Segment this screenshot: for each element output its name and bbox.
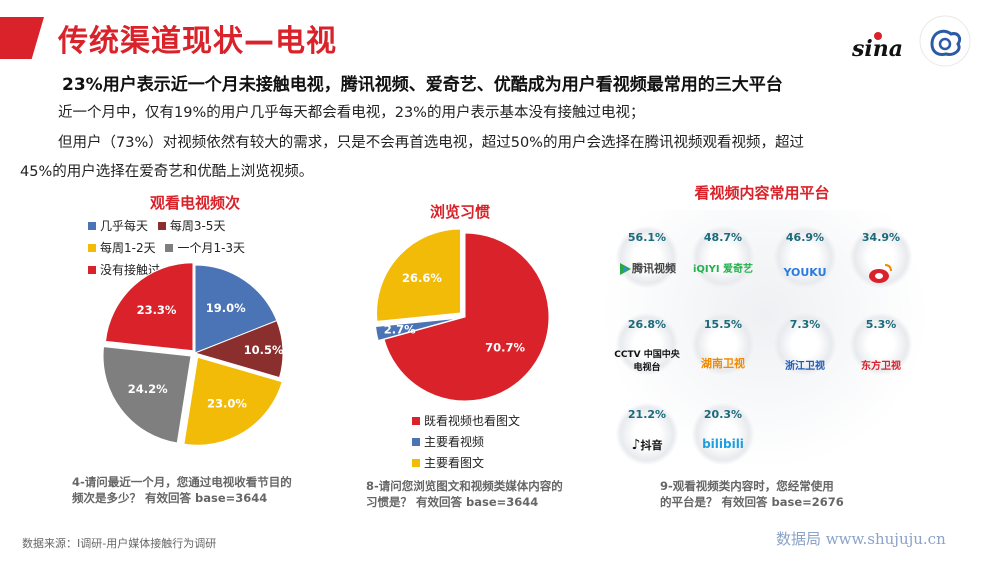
weibo-logo-icon [919,15,971,67]
platform-percent: 15.5% [703,318,743,331]
weibo-icon [869,264,892,283]
platform-logo-text: 抖音 [640,439,663,452]
platform-weibo: 34.9% [846,226,916,306]
hunan-tv-logo-icon: 湖南卫视 [701,357,745,370]
chart2-legend-item: 主要看视频 [412,433,520,450]
pie1-slice [102,346,192,444]
chart2-legend-item: 既看视频也看图文 [412,412,520,429]
platform-percent: 20.3% [703,408,743,421]
paragraph-3: 45%的用户选择在爱奇艺和优酷上浏览视频。 [20,164,314,180]
chart2-pie: 70.7% 2.7% 26.6% [374,228,550,402]
chart2-legend-label: 主要看视频 [424,435,485,449]
chart1-legend-label: 几乎每天 [100,219,149,233]
chart1-legend-label: 没有接触过 [100,263,161,277]
chart3-note-line: 的平台是？ 有效回答 base=2676 [660,495,844,509]
data-source: 数据来源：I调研-用户媒体接触行为调研 [22,537,217,550]
chart2-note-line: 8-请问您浏览图文和视频类媒体内容的 [366,479,563,493]
platform-percent: 46.9% [785,231,825,244]
chart2-note: 8-请问您浏览图文和视频类媒体内容的 习惯是？ 有效回答 base=3644 [366,478,563,510]
chart1-legend-item: 没有接触过 [88,261,160,278]
chart1-legend-item: 几乎每天 [88,217,148,234]
pie2-slice [376,228,462,322]
chart1-legend: 几乎每天 每周3-5天 每周1-2天 一个月1-3天 没有接触过 [88,217,288,283]
chart2-legend-label: 主要看图文 [424,456,485,470]
platform-cctv: 26.8% CCTV 中国中央电视台 [612,313,682,393]
chart1-legend-item: 一个月1-3天 [165,239,245,256]
chart1-note: 4-请问最近一个月，您通过电视收看节目的 频次是多少？ 有效回答 base=36… [72,474,292,506]
pie2-data-label: 70.7% [485,341,525,355]
watermark: 数据局 www.shujuju.cn [776,530,946,548]
platform-logo-text: 腾讯视频 [632,262,676,275]
dragon-tv-logo-icon: 东方卫视 [861,361,901,372]
subtitle: 23%用户表示近一个月未接触电视，腾讯视频、爱奇艺、优酷成为用户看视频最常用的三… [62,75,783,95]
paragraph-2: 但用户（73%）对视频依然有较大的需求，只是不会再首选电视，超过50%的用户会选… [58,135,804,151]
platform-tencent-video: 56.1% 腾讯视频 [612,226,682,306]
platform-percent: 7.3% [789,318,821,331]
sina-logo: sina [851,32,903,62]
pie1-data-label: 19.0% [206,301,246,315]
pie1-slice [104,262,194,352]
platform-bilibili: 20.3% bilibili [688,403,758,483]
chart1-legend-item: 每周1-2天 [88,239,156,256]
pie1-data-label: 10.5% [244,343,284,357]
bilibili-logo-icon: bilibili [702,437,744,451]
platform-iqiyi: 48.7% iQIYI 爱奇艺 [688,226,758,306]
cctv-logo-icon: CCTV 中国中央电视台 [614,350,680,373]
platform-percent: 48.7% [703,231,743,244]
chart3-note: 9-观看视频类内容时，您经常使用 的平台是？ 有效回答 base=2676 [660,478,844,510]
chart2-title: 浏览习惯 [429,203,490,221]
youku-logo-icon: YOUKU [783,266,827,279]
chart3-note-line: 9-观看视频类内容时，您经常使用 [660,479,834,493]
pie1-data-label: 24.2% [128,382,168,396]
pie1-slice [193,319,284,379]
chart1-legend-label: 每周3-5天 [169,219,226,233]
paragraph-1: 近一个月中，仅有19%的用户几乎每天都会看电视，23%的用户表示基本没有接触过电… [58,105,645,121]
platform-zhejiang-tv: 7.3% 浙江卫视 [770,313,840,393]
chart1-pie: 19.0% 10.5% 23.0% 24.2% 23.3% [102,262,284,446]
platform-percent: 26.8% [627,318,667,331]
pie1-slice [183,356,283,446]
chart1-legend-label: 一个月1-3天 [177,241,246,255]
pie1-data-label: 23.3% [137,303,177,317]
title-accent-bar [0,17,44,59]
chart2-legend: 既看视频也看图文 主要看视频 主要看图文 [412,412,526,475]
pie1-data-label: 23.0% [207,396,247,410]
chart2-legend-item: 主要看图文 [412,454,520,471]
tencent-video-logo-icon: 腾讯视频 [612,260,682,276]
chart1-legend-label: 每周1-2天 [100,241,156,255]
platform-youku: 46.9% YOUKU [770,226,840,306]
pie2-slice [374,317,460,342]
zhejiang-tv-logo-icon: 浙江卫视 [785,361,825,372]
platform-douyin: 21.2% ♪抖音 [612,403,682,483]
chart3-title: 看视频内容常用平台 [694,184,830,202]
pie1-slice [194,264,278,354]
pie2-data-label: 26.6% [402,271,442,285]
platform-percent: 34.9% [861,231,901,244]
iqiyi-logo-icon: iQIYI 爱奇艺 [692,264,754,275]
platform-percent: 21.2% [627,408,667,421]
chart1-note-line: 4-请问最近一个月，您通过电视收看节目的 [72,475,292,489]
pie2-slice [383,232,550,402]
sina-logo-text: sina [851,36,903,62]
chart2-legend-label: 既看视频也看图文 [424,414,521,428]
douyin-logo-icon: ♪抖音 [631,437,663,453]
chart1-legend-item: 每周3-5天 [157,217,226,234]
platform-hunan-tv: 15.5% 湖南卫视 [688,313,758,393]
chart2-note-line: 习惯是？ 有效回答 base=3644 [366,495,539,509]
chart1-note-line: 频次是多少？ 有效回答 base=3644 [72,491,268,505]
platform-percent: 5.3% [865,318,897,331]
chart1-title: 观看电视频次 [149,194,240,212]
pie2-data-label: 2.7% [384,322,416,336]
page-title: 传统渠道现状—电视 [58,24,337,59]
platform-dragon-tv: 5.3% 东方卫视 [846,313,916,393]
platform-percent: 56.1% [627,231,667,244]
